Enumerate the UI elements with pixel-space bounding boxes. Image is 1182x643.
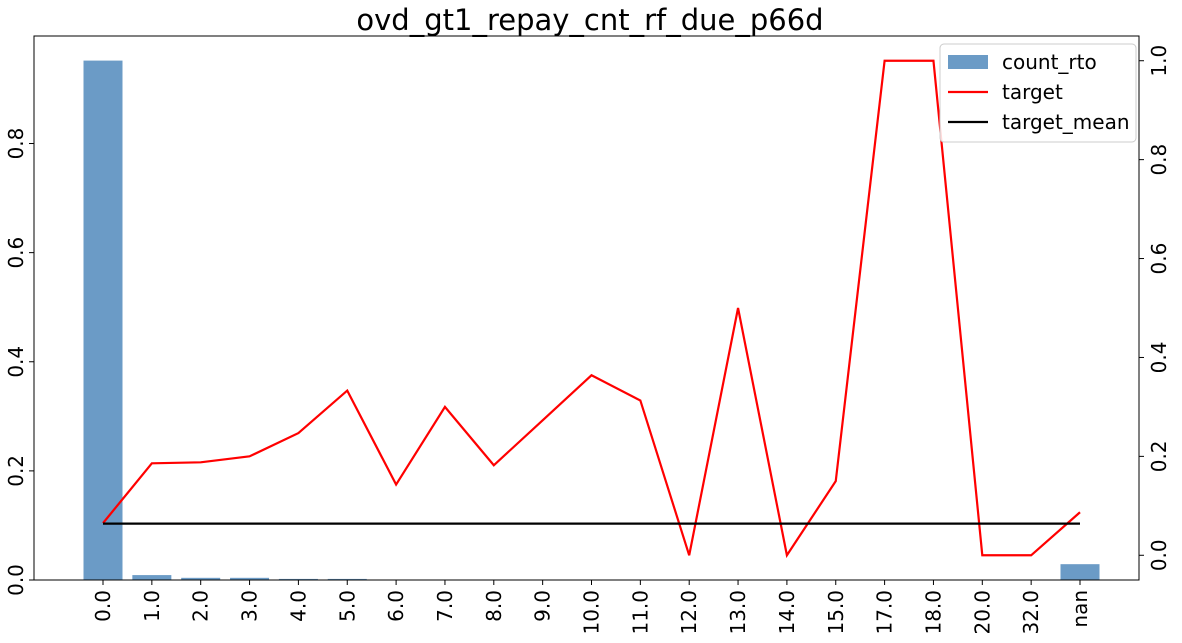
x-tick-label: 8.0 xyxy=(482,590,506,622)
x-tick-label: 11.0 xyxy=(628,590,652,635)
x-tick-label: 3.0 xyxy=(238,590,262,622)
x-tick-label: 9.0 xyxy=(531,590,555,622)
right-y-tick-label: 1.0 xyxy=(1147,45,1171,77)
legend-label-target: target xyxy=(1002,80,1063,104)
x-tick-label: 20.0 xyxy=(970,590,994,635)
x-tick-label: 5.0 xyxy=(335,590,359,622)
x-tick-label: 2.0 xyxy=(189,590,213,622)
left-y-tick-label: 0.8 xyxy=(4,128,28,160)
left-y-tick-label: 0.4 xyxy=(4,346,28,378)
right-y-tick-label: 0.0 xyxy=(1147,539,1171,571)
x-tick-label: 14.0 xyxy=(775,590,799,635)
x-tick-label: 10.0 xyxy=(580,590,604,635)
x-tick-label: 0.0 xyxy=(91,590,115,622)
right-y-tick-label: 0.6 xyxy=(1147,243,1171,275)
x-tick-label: 4.0 xyxy=(286,590,310,622)
x-tick-label: 32.0 xyxy=(1019,590,1043,635)
right-y-tick-label: 0.4 xyxy=(1147,342,1171,374)
right-y-tick-label: 0.2 xyxy=(1147,440,1171,472)
bar-1.0 xyxy=(132,575,171,580)
legend-swatch-count_rto xyxy=(948,55,988,69)
chart-title: ovd_gt1_repay_cnt_rf_due_p66d xyxy=(356,3,823,37)
x-tick-label: 12.0 xyxy=(677,590,701,635)
x-tick-label: 6.0 xyxy=(384,590,408,622)
left-y-tick-label: 0.0 xyxy=(4,564,28,596)
x-tick-label: 1.0 xyxy=(140,590,164,622)
x-tick-label: 15.0 xyxy=(824,590,848,635)
right-y-tick-label: 0.8 xyxy=(1147,144,1171,176)
x-tick-label: 13.0 xyxy=(726,590,750,635)
left-y-tick-label: 0.6 xyxy=(4,237,28,269)
left-y-tick-label: 0.2 xyxy=(4,455,28,487)
line-target xyxy=(103,61,1080,556)
bar-0.0 xyxy=(84,61,123,580)
x-tick-label: 17.0 xyxy=(873,590,897,635)
bar-nan xyxy=(1061,564,1100,580)
x-tick-label: 18.0 xyxy=(921,590,945,635)
legend-label-count_rto: count_rto xyxy=(1002,50,1097,74)
x-tick-label: 7.0 xyxy=(433,590,457,622)
legend-label-target_mean: target_mean xyxy=(1002,110,1130,134)
x-tick-label: nan xyxy=(1068,590,1092,628)
